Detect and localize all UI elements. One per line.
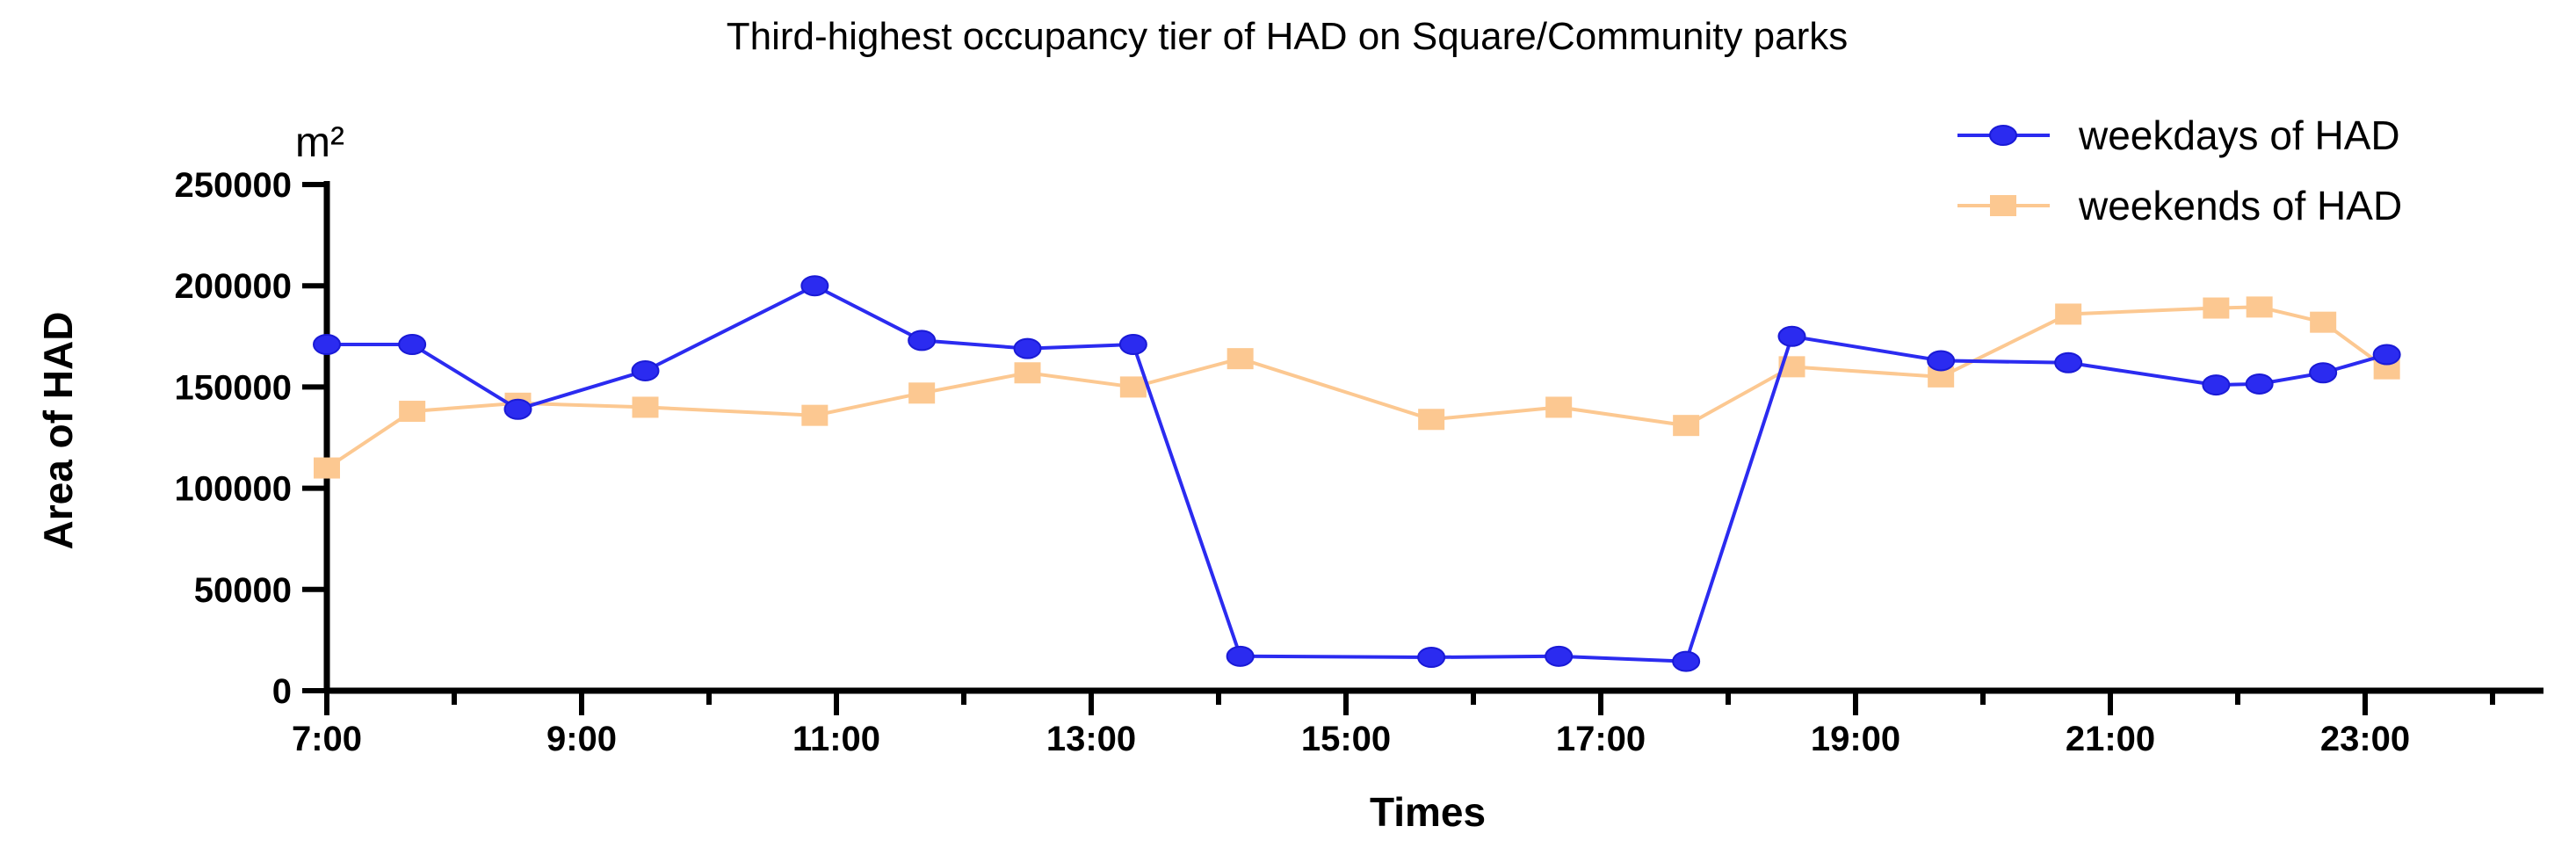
data-point: [1226, 348, 1254, 370]
series-layer: [313, 275, 2401, 672]
series-line: [325, 305, 2388, 470]
legend: weekdays of HAD weekends of HAD: [1957, 112, 2402, 228]
data-point: [1673, 415, 1700, 437]
legend-entry: weekdays of HAD: [1957, 112, 2400, 158]
chart-title: Third-highest occupancy tier of HAD on S…: [727, 15, 1849, 58]
y-unit-label: m²: [295, 120, 344, 166]
x-tick-label: 21:00: [2066, 720, 2155, 758]
legend-marker: [1990, 195, 2016, 216]
data-point: [1927, 350, 1956, 372]
x-axis-title: Times: [1370, 789, 1486, 835]
data-point: [1777, 325, 1806, 347]
data-point: [631, 359, 660, 381]
y-tick-label: 50000: [194, 571, 292, 610]
y-tick-label: 0: [272, 672, 292, 711]
data-point: [2309, 362, 2338, 384]
x-tick-label: 19:00: [1811, 720, 1900, 758]
data-point: [2054, 352, 2083, 373]
data-point: [908, 382, 936, 404]
data-point: [1226, 645, 1255, 667]
data-point: [1545, 396, 1573, 418]
data-point: [1118, 334, 1147, 356]
data-point: [800, 275, 829, 297]
x-tick-label: 9:00: [546, 720, 617, 758]
x-tick-label: 23:00: [2320, 720, 2410, 758]
data-point: [313, 334, 341, 356]
data-point: [1672, 650, 1701, 672]
y-tick-label: 100000: [175, 470, 292, 509]
legend-marker: [1989, 125, 2017, 146]
data-point: [908, 330, 937, 352]
data-point: [1014, 362, 1041, 384]
x-tick-label: 13:00: [1046, 720, 1136, 758]
data-point: [2245, 373, 2274, 395]
data-point: [2202, 374, 2231, 396]
data-point: [399, 401, 426, 423]
series-weekends-of-had: [314, 296, 2400, 479]
data-point: [2203, 297, 2230, 319]
data-point: [1545, 645, 1574, 667]
x-tick-label: 7:00: [292, 720, 362, 758]
data-point: [2055, 303, 2082, 325]
y-tick-label: 150000: [175, 368, 292, 407]
y-axis-title: Area of HAD: [35, 312, 81, 550]
data-point: [2310, 311, 2337, 333]
x-tick-label: 15:00: [1301, 720, 1391, 758]
y-axis: 0 50000 100000 150000 200000 250000: [175, 166, 330, 711]
y-tick-label: 250000: [175, 166, 292, 205]
data-point: [1417, 646, 1446, 668]
series-line: [327, 283, 2388, 663]
data-point: [2246, 296, 2273, 318]
data-point: [503, 398, 532, 420]
legend-label: weekdays of HAD: [2078, 112, 2400, 158]
data-point: [398, 334, 427, 356]
data-point: [801, 404, 829, 426]
legend-label: weekends of HAD: [2078, 183, 2402, 228]
y-tick-label: 200000: [175, 267, 292, 306]
data-point: [1119, 376, 1147, 398]
x-axis: 7:00 9:00 11:00 13:00 15:00 17:00 19:00 21:00 23…: [292, 687, 2543, 758]
legend-entry: weekends of HAD: [1957, 183, 2402, 228]
data-point: [1013, 337, 1042, 359]
data-point: [314, 457, 340, 479]
data-point: [2372, 344, 2401, 366]
data-point: [1418, 409, 1445, 431]
series-weekdays-of-had: [313, 275, 2401, 672]
data-point: [632, 396, 659, 418]
x-tick-label: 11:00: [792, 720, 880, 758]
x-tick-label: 17:00: [1556, 720, 1646, 758]
